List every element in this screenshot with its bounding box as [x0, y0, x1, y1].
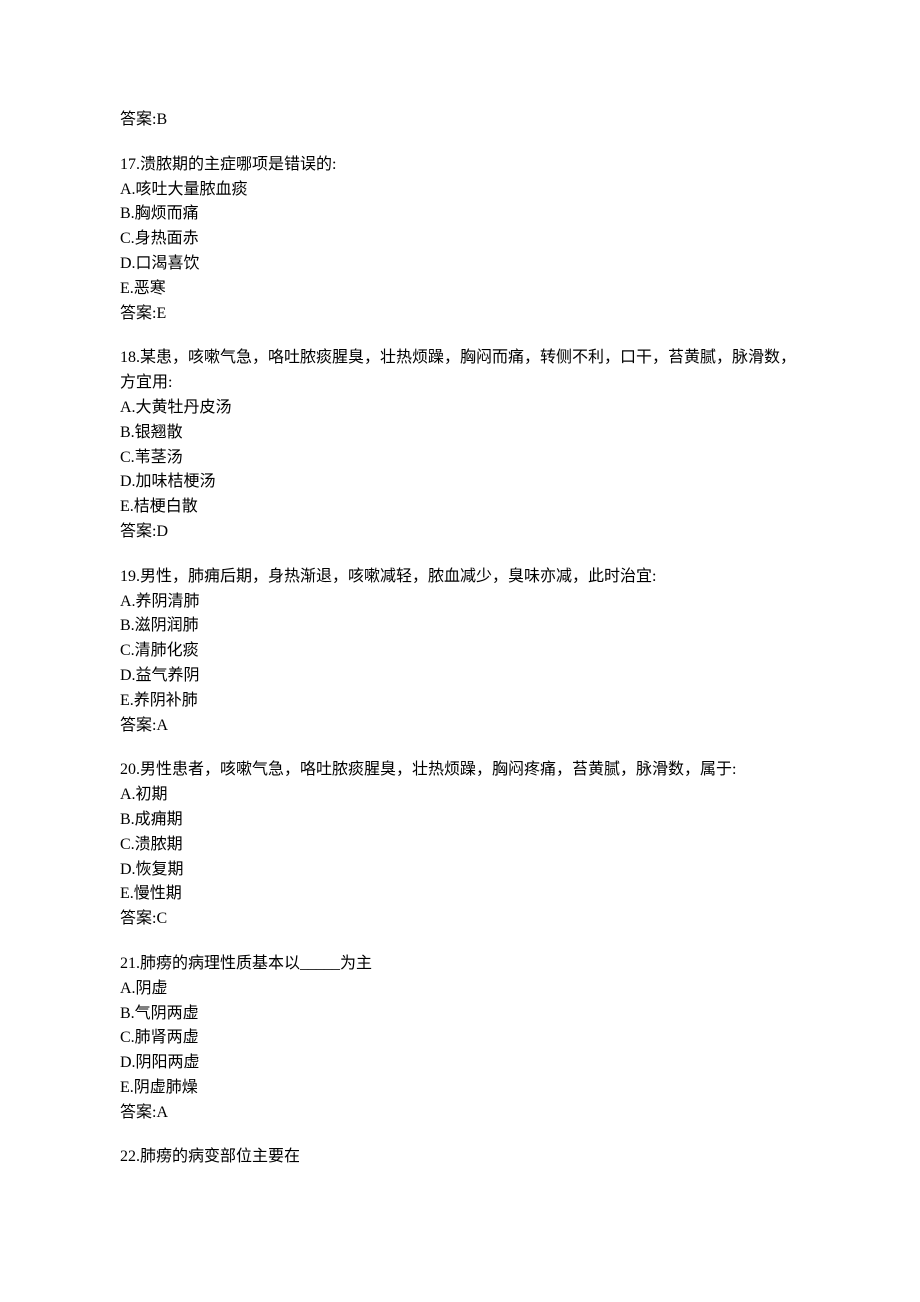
orphan-answer-value: B — [156, 111, 167, 128]
answer-label: 答案: — [120, 523, 156, 540]
question-block-22: 22.肺痨的病变部位主要在 — [120, 1145, 800, 1170]
option-a: A.大黄牡丹皮汤 — [120, 396, 800, 421]
option-e: E.慢性期 — [120, 882, 800, 907]
option-a: A.养阴清肺 — [120, 590, 800, 615]
question-stem-text: .男性，肺痈后期，身热渐退，咳嗽减轻，脓血减少，臭味亦减，此时治宜: — [136, 568, 656, 585]
question-block-18: 18.某患，咳嗽气急，咯吐脓痰腥臭，壮热烦躁，胸闷而痛，转侧不利，口干，苔黄腻，… — [120, 346, 800, 544]
answer-line: 答案:A — [120, 1101, 800, 1126]
answer-value: A — [156, 1104, 168, 1121]
option-c: C.清肺化痰 — [120, 639, 800, 664]
answer-value: A — [156, 717, 168, 734]
question-stem: 17.溃脓期的主症哪项是错误的: — [120, 153, 800, 178]
answer-line: 答案:D — [120, 520, 800, 545]
question-block-20: 20.男性患者，咳嗽气急，咯吐脓痰腥臭，壮热烦躁，胸闷疼痛，苔黄腻，脉滑数，属于… — [120, 758, 800, 932]
question-stem-text: .某患，咳嗽气急，咯吐脓痰腥臭，壮热烦躁，胸闷而痛，转侧不利，口干，苔黄腻，脉滑… — [120, 349, 796, 391]
answer-label: 答案: — [120, 910, 156, 927]
option-b: B.滋阴润肺 — [120, 614, 800, 639]
option-e: E.桔梗白散 — [120, 495, 800, 520]
option-e: E.养阴补肺 — [120, 689, 800, 714]
answer-line: 答案:C — [120, 907, 800, 932]
answer-label: 答案: — [120, 717, 156, 734]
option-c: C.肺肾两虚 — [120, 1026, 800, 1051]
question-number: 20 — [120, 761, 136, 778]
question-stem: 21.肺痨的病理性质基本以_____为主 — [120, 952, 800, 977]
answer-value: D — [156, 523, 168, 540]
question-stem-text: .男性患者，咳嗽气急，咯吐脓痰腥臭，壮热烦躁，胸闷疼痛，苔黄腻，脉滑数，属于: — [136, 761, 736, 778]
question-block-21: 21.肺痨的病理性质基本以_____为主 A.阴虚 B.气阴两虚 C.肺肾两虚 … — [120, 952, 800, 1126]
question-number: 17 — [120, 156, 136, 173]
question-stem: 22.肺痨的病变部位主要在 — [120, 1145, 800, 1170]
question-stem: 18.某患，咳嗽气急，咯吐脓痰腥臭，壮热烦躁，胸闷而痛，转侧不利，口干，苔黄腻，… — [120, 346, 800, 396]
option-a: A.阴虚 — [120, 977, 800, 1002]
option-c: C.溃脓期 — [120, 833, 800, 858]
question-number: 21 — [120, 955, 136, 972]
option-a: A.咳吐大量脓血痰 — [120, 178, 800, 203]
answer-label: 答案: — [120, 305, 156, 322]
option-d: D.加味桔梗汤 — [120, 470, 800, 495]
option-d: D.恢复期 — [120, 858, 800, 883]
document-page: 答案:B 17.溃脓期的主症哪项是错误的: A.咳吐大量脓血痰 B.胸烦而痛 C… — [0, 0, 920, 1302]
option-d: D.阴阳两虚 — [120, 1051, 800, 1076]
question-number: 19 — [120, 568, 136, 585]
orphan-answer-line: 答案:B — [120, 108, 800, 133]
option-d: D.益气养阴 — [120, 664, 800, 689]
option-b: B.气阴两虚 — [120, 1002, 800, 1027]
option-a: A.初期 — [120, 783, 800, 808]
option-d: D.口渴喜饮 — [120, 252, 800, 277]
question-block-17: 17.溃脓期的主症哪项是错误的: A.咳吐大量脓血痰 B.胸烦而痛 C.身热面赤… — [120, 153, 800, 327]
option-e: E.阴虚肺燥 — [120, 1076, 800, 1101]
answer-line: 答案:E — [120, 302, 800, 327]
option-c: C.苇茎汤 — [120, 446, 800, 471]
answer-value: E — [156, 305, 166, 322]
option-b: B.银翘散 — [120, 421, 800, 446]
orphan-answer-label: 答案: — [120, 111, 156, 128]
answer-label: 答案: — [120, 1104, 156, 1121]
question-stem: 20.男性患者，咳嗽气急，咯吐脓痰腥臭，壮热烦躁，胸闷疼痛，苔黄腻，脉滑数，属于… — [120, 758, 800, 783]
option-c: C.身热面赤 — [120, 227, 800, 252]
option-b: B.胸烦而痛 — [120, 202, 800, 227]
question-stem: 19.男性，肺痈后期，身热渐退，咳嗽减轻，脓血减少，臭味亦减，此时治宜: — [120, 565, 800, 590]
question-stem-text: .肺痨的病理性质基本以_____为主 — [136, 955, 372, 972]
answer-line: 答案:A — [120, 714, 800, 739]
question-number: 18 — [120, 349, 136, 366]
option-b: B.成痈期 — [120, 808, 800, 833]
question-stem-text: .肺痨的病变部位主要在 — [136, 1148, 300, 1165]
question-block-19: 19.男性，肺痈后期，身热渐退，咳嗽减轻，脓血减少，臭味亦减，此时治宜: A.养… — [120, 565, 800, 739]
question-stem-text: .溃脓期的主症哪项是错误的: — [136, 156, 336, 173]
option-e: E.恶寒 — [120, 277, 800, 302]
question-number: 22 — [120, 1148, 136, 1165]
answer-value: C — [156, 910, 167, 927]
